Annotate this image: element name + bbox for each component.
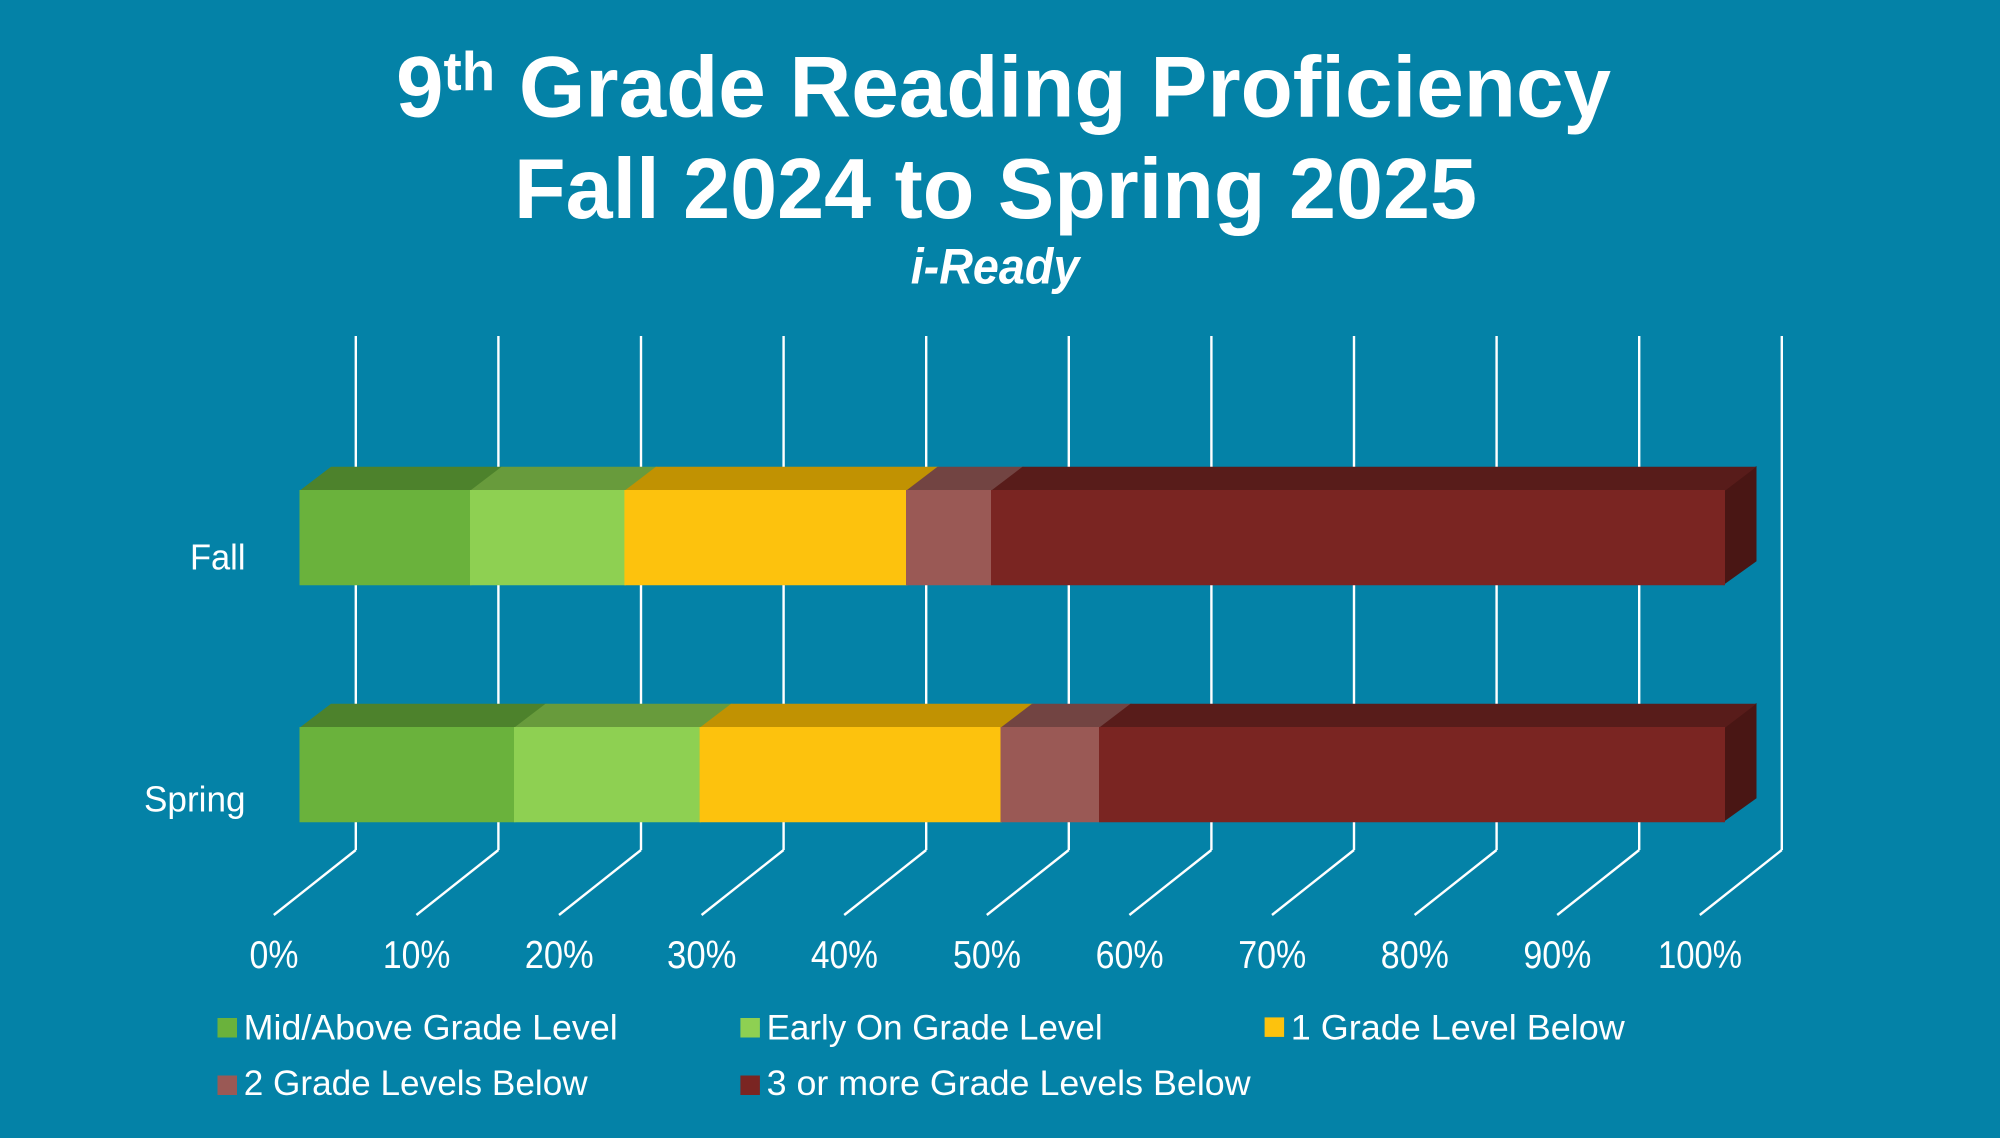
svg-text:i-Ready: i-Ready (911, 238, 1082, 294)
svg-text:Mid/Above Grade Level: Mid/Above Grade Level (244, 1007, 618, 1047)
svg-text:9th Grade Reading Proficiency: 9th Grade Reading Proficiency (396, 40, 1611, 136)
svg-text:Fall 2024 to Spring 2025: Fall 2024 to Spring 2025 (514, 142, 1477, 237)
svg-text:80%: 80% (1381, 934, 1449, 977)
svg-text:20%: 20% (525, 934, 594, 977)
svg-text:60%: 60% (1096, 934, 1164, 977)
svg-text:Spring: Spring (144, 778, 246, 819)
svg-text:100%: 100% (1658, 934, 1742, 977)
svg-text:10%: 10% (383, 934, 451, 977)
svg-text:30%: 30% (667, 934, 737, 977)
svg-text:90%: 90% (1523, 934, 1591, 977)
svg-text:0%: 0% (250, 934, 299, 977)
svg-text:Fall: Fall (190, 537, 246, 578)
svg-text:1 Grade Level Below: 1 Grade Level Below (1291, 1007, 1625, 1047)
svg-text:50%: 50% (953, 934, 1021, 977)
svg-text:2 Grade Levels Below: 2 Grade Levels Below (244, 1063, 588, 1103)
svg-text:40%: 40% (811, 934, 878, 977)
svg-text:Early On Grade Level: Early On Grade Level (767, 1007, 1103, 1047)
svg-text:70%: 70% (1238, 934, 1306, 977)
svg-text:3 or more Grade Levels Below: 3 or more Grade Levels Below (767, 1063, 1251, 1103)
